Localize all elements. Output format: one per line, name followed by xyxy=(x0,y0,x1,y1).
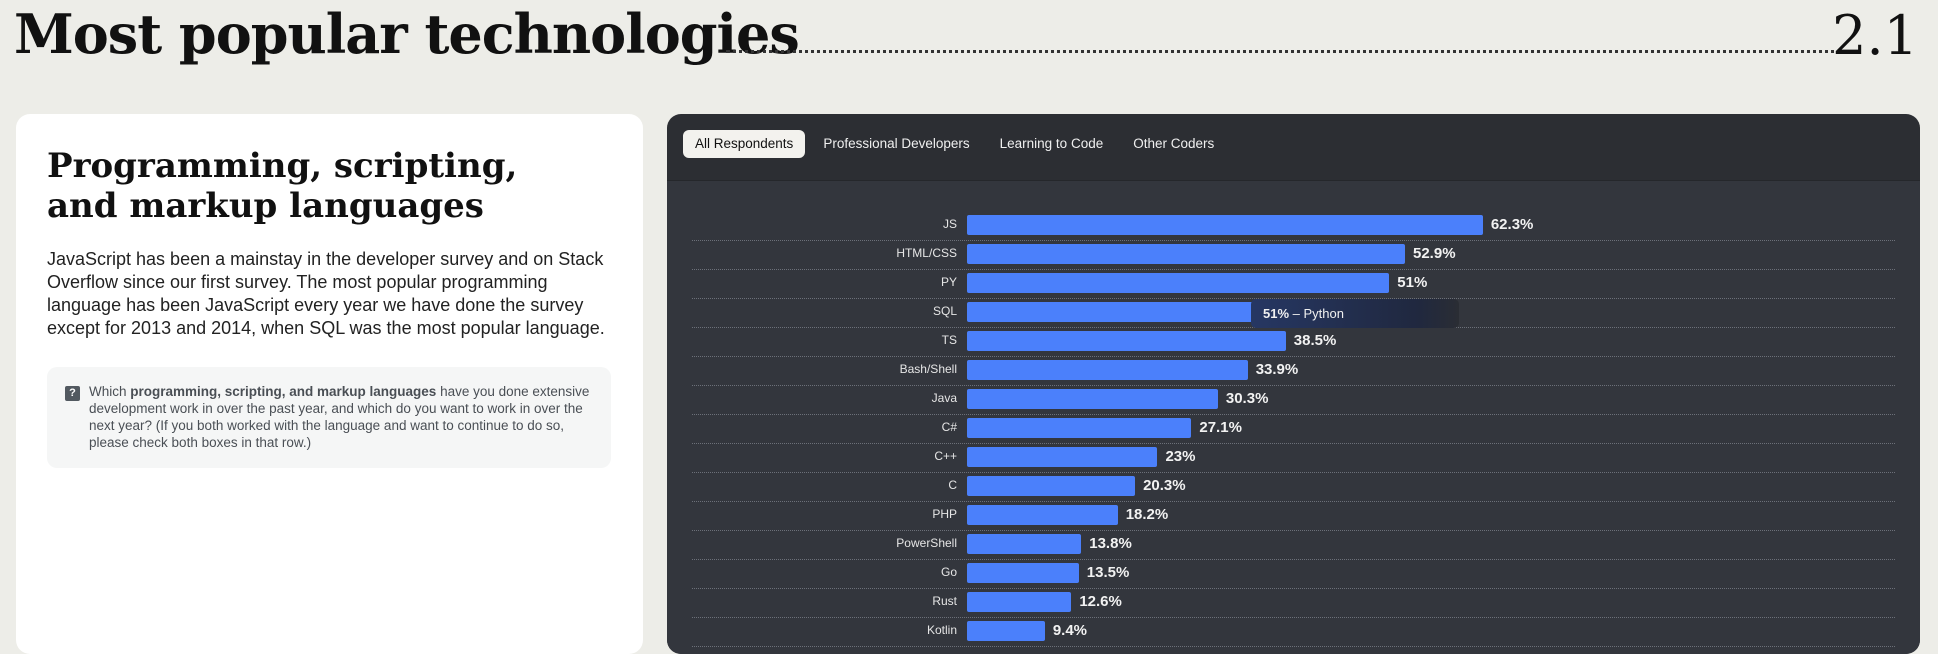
category-label: Bash/Shell xyxy=(899,362,957,376)
category-label: PY xyxy=(940,275,957,289)
category-label: C xyxy=(948,478,957,492)
bar-chart: JS62.3%HTML/CSS52.9%PY51%SQL51%TS38.5%Ba… xyxy=(667,180,1920,654)
category-label: JS xyxy=(942,217,957,231)
chart-row: Go 13.5% xyxy=(692,560,1895,589)
chart-row: Bash/Shell 33.9% xyxy=(692,357,1895,386)
value-label: 13.5% xyxy=(1086,564,1130,581)
category-label: Kotlin xyxy=(926,623,957,637)
value-label: 23% xyxy=(1165,448,1196,465)
card-description: JavaScript has been a mainstay in the de… xyxy=(47,249,605,338)
chart-row: JS 62.3% xyxy=(692,212,1895,241)
tab-other-coders[interactable]: Other Coders xyxy=(1133,136,1215,151)
chart-tooltip: 51% – Python xyxy=(1251,299,1459,328)
respondent-tabs: All Respondents Professional Developers Le… xyxy=(683,130,1226,158)
chart-row: HTML/CSS 52.9% xyxy=(692,241,1895,270)
value-label: 18.2% xyxy=(1125,506,1169,523)
bar[interactable] xyxy=(967,447,1158,467)
category-label: TS xyxy=(941,333,957,347)
value-label: 9.4% xyxy=(1052,622,1088,639)
chart-row: TS 38.5% xyxy=(692,328,1895,357)
bar[interactable] xyxy=(967,418,1192,438)
bar[interactable] xyxy=(967,389,1218,409)
chart-row: C# 27.1% xyxy=(692,415,1895,444)
value-label: 13.8% xyxy=(1089,535,1132,552)
bar[interactable] xyxy=(967,331,1286,351)
category-label: C# xyxy=(941,420,957,434)
bar[interactable] xyxy=(967,592,1072,612)
section-number: 2.1 xyxy=(1832,4,1918,67)
tab-professional-developers[interactable]: Professional Developers xyxy=(823,136,970,151)
page-title: Most popular technologies xyxy=(14,2,800,66)
chart-panel: All Respondents Professional Developers Le… xyxy=(667,114,1920,654)
chart-row: PY 51% xyxy=(692,270,1895,299)
bar[interactable] xyxy=(967,273,1390,293)
chart-row: C++ 23% xyxy=(692,444,1895,473)
value-label: 33.9% xyxy=(1255,361,1299,378)
value-label: 52.9% xyxy=(1413,245,1456,262)
value-label: 62.3% xyxy=(1490,216,1534,233)
bar[interactable] xyxy=(967,360,1248,380)
survey-question-box: ? Which programming, scripting, and mark… xyxy=(47,367,611,468)
survey-question-text: Which programming, scripting, and markup… xyxy=(89,384,590,450)
category-label: Go xyxy=(940,565,957,579)
value-label: 51% xyxy=(1397,274,1428,291)
chart-row: Rust 12.6% xyxy=(692,589,1895,618)
question-icon: ? xyxy=(65,386,80,401)
category-label: Java xyxy=(931,391,957,405)
tab-all-respondents[interactable]: All Respondents xyxy=(683,130,806,158)
value-label: 30.3% xyxy=(1225,390,1269,407)
category-label: PowerShell xyxy=(896,536,957,550)
chart-row: Java 30.3% xyxy=(692,386,1895,415)
bar[interactable] xyxy=(967,505,1118,525)
tab-learning-to-code[interactable]: Learning to Code xyxy=(999,136,1104,151)
category-label: HTML/CSS xyxy=(896,246,957,260)
chart-row: PHP 18.2% xyxy=(692,502,1895,531)
category-label: SQL xyxy=(932,304,957,318)
value-label: 27.1% xyxy=(1199,419,1242,436)
chart-row: Kotlin 9.4% xyxy=(692,618,1895,647)
card-heading: Programming, scripting, and markup langu… xyxy=(47,146,518,226)
value-label: 12.6% xyxy=(1079,593,1122,610)
category-label: C++ xyxy=(934,449,957,463)
description-card: Programming, scripting, and markup langu… xyxy=(16,114,643,654)
value-label: 38.5% xyxy=(1293,332,1337,349)
bar[interactable] xyxy=(967,621,1045,641)
bar[interactable] xyxy=(967,476,1136,496)
value-label: 20.3% xyxy=(1143,477,1186,494)
title-leader-dots xyxy=(726,50,1842,53)
bar[interactable] xyxy=(967,244,1405,264)
bar[interactable] xyxy=(967,534,1082,554)
category-label: PHP xyxy=(932,507,957,521)
bar[interactable] xyxy=(967,563,1079,583)
chart-row: C 20.3% xyxy=(692,473,1895,502)
bar[interactable] xyxy=(967,215,1483,235)
chart-row: PowerShell 13.8% xyxy=(692,531,1895,560)
category-label: Rust xyxy=(932,594,957,608)
